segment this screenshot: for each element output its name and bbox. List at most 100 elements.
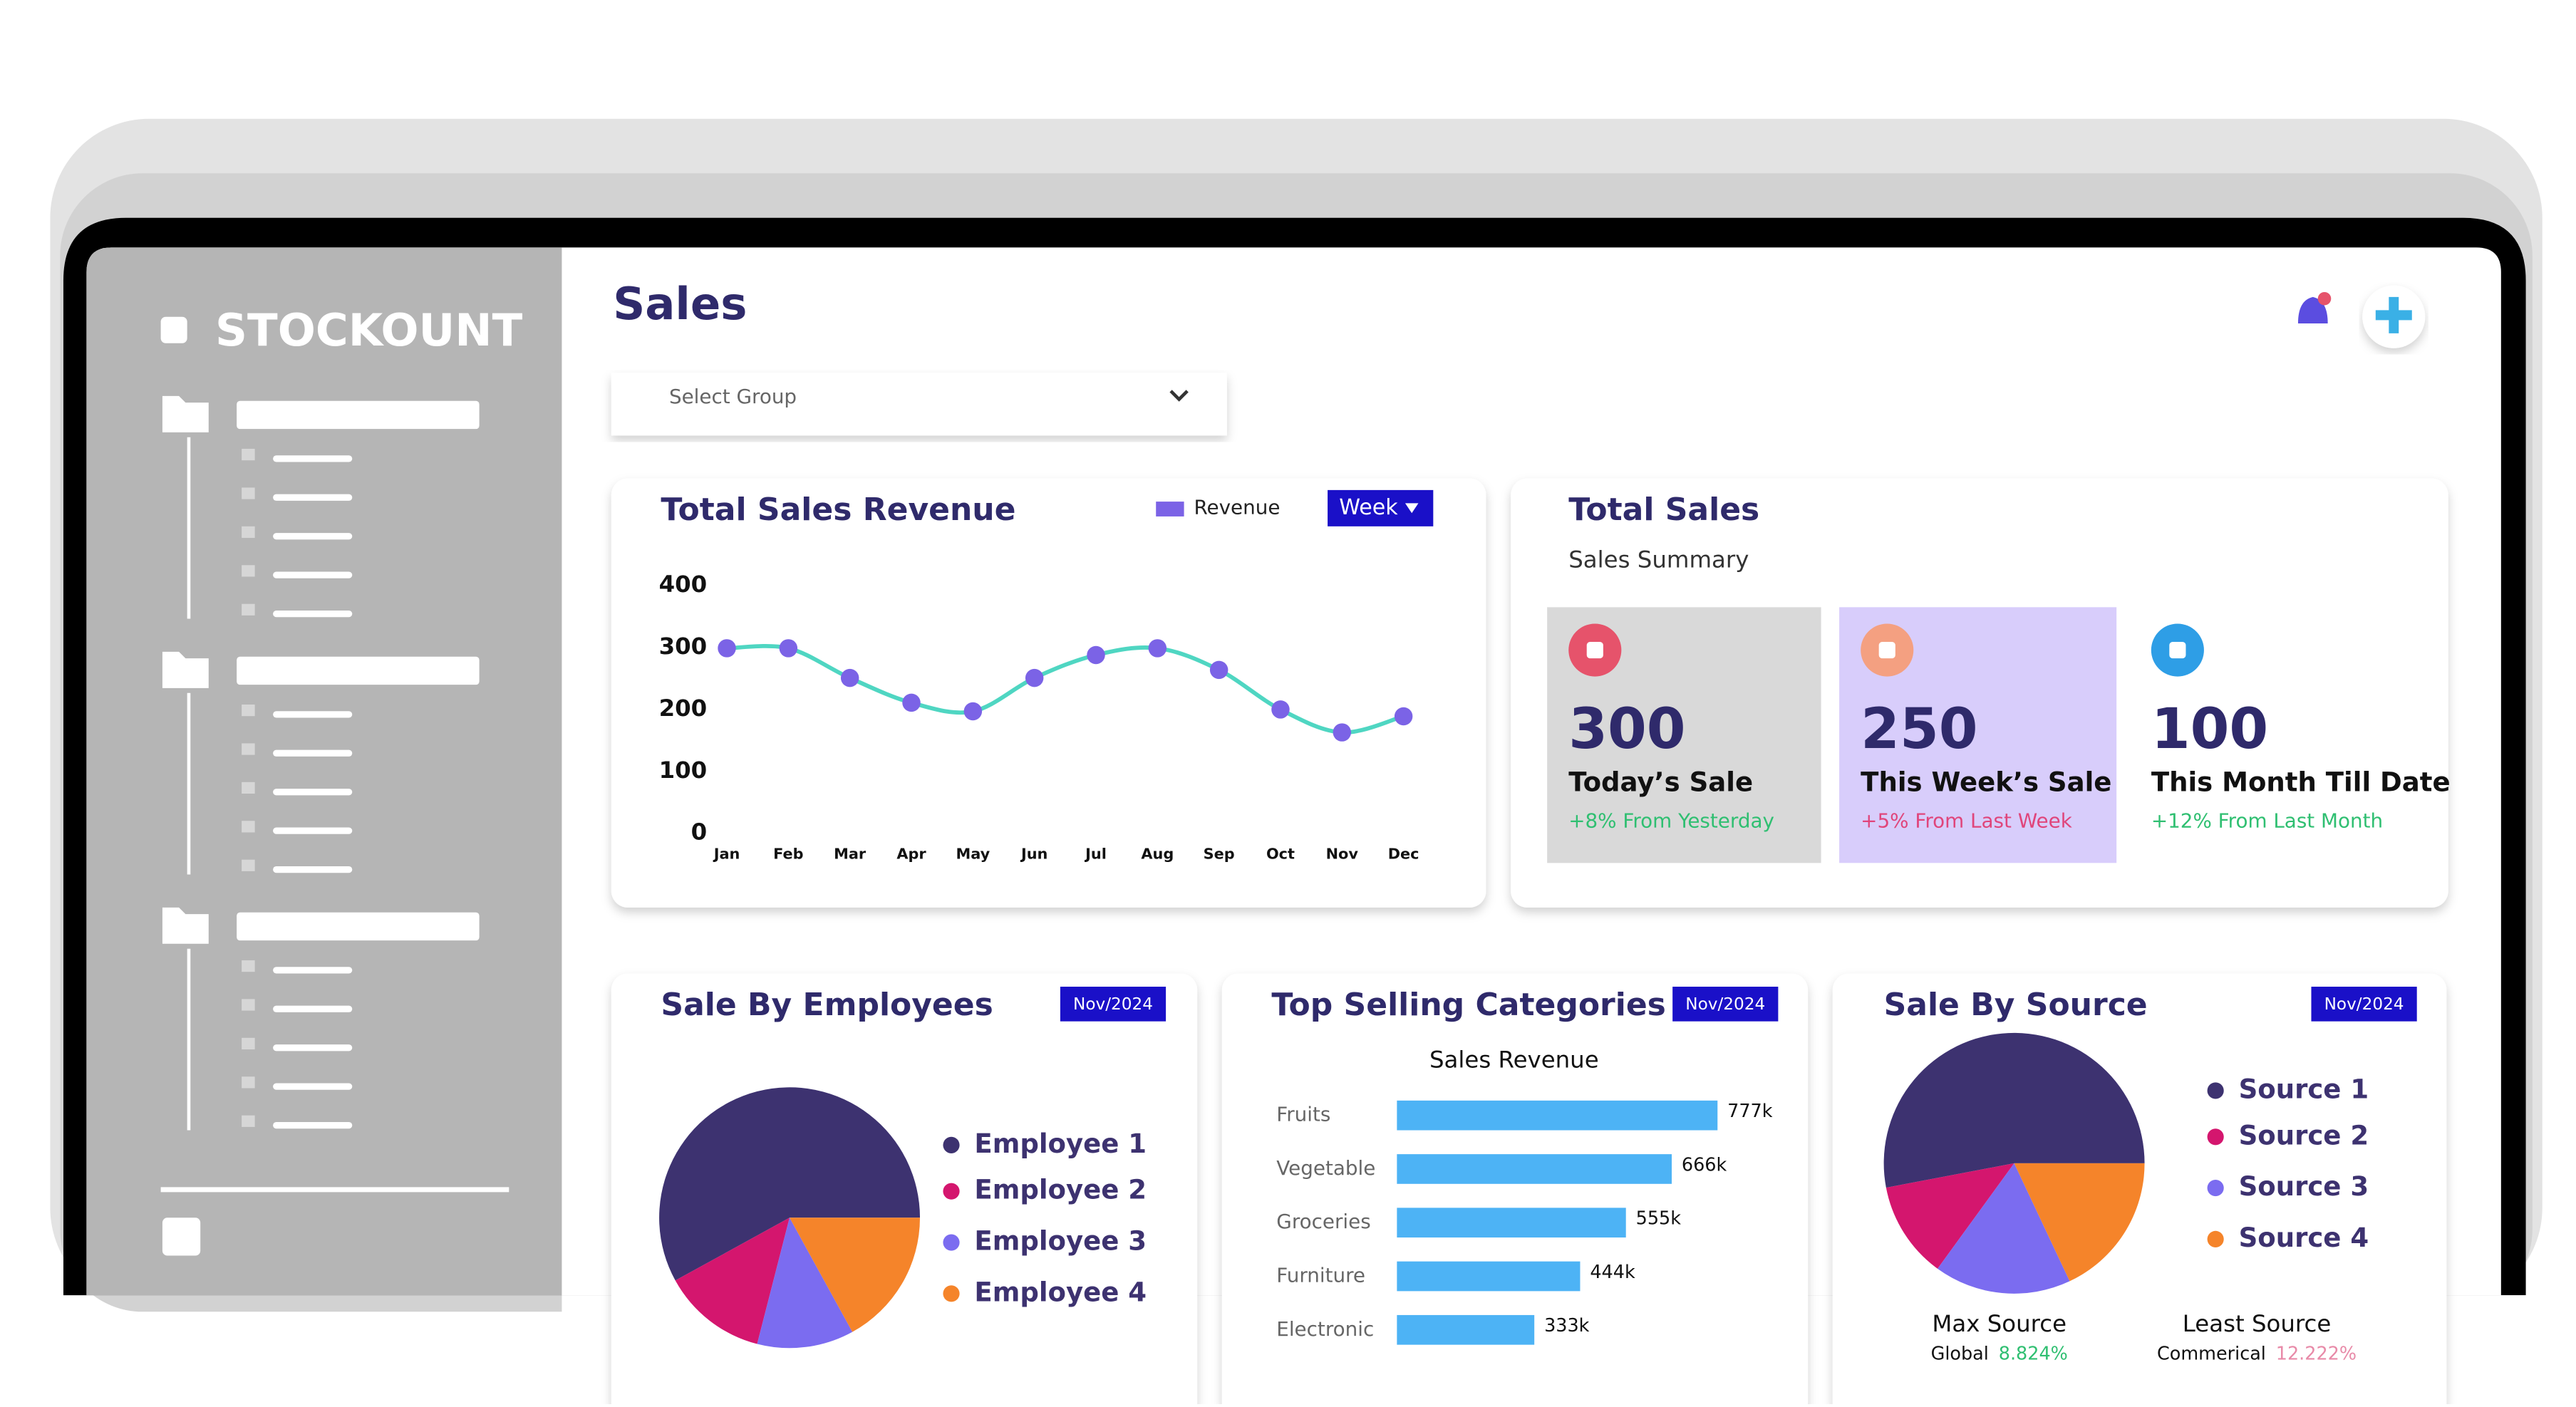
- x-tick-label: Sep: [1204, 846, 1235, 863]
- menu-item[interactable]: [237, 400, 480, 430]
- source-value: 8.824%: [1999, 1344, 2068, 1365]
- sidebar: [86, 247, 562, 1296]
- date-badge[interactable]: [1672, 987, 1779, 1022]
- stat-change: +5% From Last Week: [1861, 809, 2072, 832]
- bar-value-label: 444k: [1590, 1262, 1635, 1283]
- sub-icon: [242, 1037, 255, 1050]
- sub-item[interactable]: [273, 494, 353, 501]
- date-badge-label: Nov/2024: [1685, 995, 1765, 1014]
- sub-icon: [242, 1115, 255, 1127]
- folder-icon[interactable]: [162, 395, 209, 432]
- card: [1221, 973, 1809, 1407]
- legend-dot: [943, 1285, 960, 1302]
- sub-item[interactable]: [273, 1044, 353, 1052]
- bar: [1397, 1100, 1718, 1131]
- sub-item[interactable]: [273, 789, 353, 796]
- sub-icon: [242, 999, 255, 1011]
- revenue-point: [963, 702, 983, 721]
- settings-icon[interactable]: [162, 1218, 201, 1256]
- chevron: [1169, 390, 1189, 402]
- pie-slice: [659, 1087, 921, 1281]
- revenue-point: [1025, 668, 1044, 687]
- category-label: Fruits: [1276, 1103, 1330, 1126]
- sub-item[interactable]: [273, 711, 353, 718]
- legend-swatch: [1156, 502, 1184, 516]
- sub-icon: [242, 704, 255, 717]
- legend-label: Source 2: [2239, 1120, 2369, 1151]
- stat-label: This Week’s Sale: [1861, 767, 2111, 798]
- pie-slice: [757, 1218, 853, 1349]
- x-tick-label: Aug: [1141, 846, 1174, 863]
- menu-item[interactable]: [237, 912, 480, 941]
- stat-change: +8% From Yesterday: [1568, 809, 1774, 832]
- date-badge-label: Nov/2024: [2324, 995, 2404, 1014]
- date-badge[interactable]: [2311, 987, 2417, 1022]
- stat-value: 100: [2151, 696, 2268, 762]
- sub-item[interactable]: [273, 866, 353, 873]
- source-name: Global: [1931, 1344, 1989, 1365]
- brand-logo: [160, 316, 187, 343]
- sub-item[interactable]: [273, 571, 353, 578]
- sub-item[interactable]: [273, 967, 353, 974]
- bar-value-label: 555k: [1636, 1208, 1682, 1230]
- pie-slice: [1883, 1032, 2145, 1188]
- sub-item[interactable]: [273, 1121, 353, 1129]
- revenue-point: [779, 639, 798, 658]
- select-group[interactable]: [611, 373, 1227, 436]
- date-badge[interactable]: [1060, 987, 1167, 1022]
- category-label: Furniture: [1276, 1264, 1365, 1287]
- source-detail: Global 8.824%: [1931, 1344, 2068, 1365]
- folder-icon[interactable]: [162, 651, 209, 688]
- legend-dot: [2207, 1230, 2224, 1247]
- x-tick-label: Mar: [834, 846, 867, 863]
- sub-item[interactable]: [273, 610, 353, 618]
- stat-change: +12% From Last Month: [2151, 809, 2383, 832]
- revenue-point: [1394, 707, 1413, 726]
- x-tick-label: Jan: [713, 846, 740, 863]
- x-tick-label: Oct: [1266, 846, 1295, 863]
- bar: [1397, 1208, 1626, 1238]
- stat-label: Today’s Sale: [1568, 767, 1753, 798]
- sub-item[interactable]: [273, 827, 353, 834]
- source-detail: Commerical 12.222%: [2157, 1344, 2357, 1365]
- sub-icon: [242, 821, 255, 833]
- sub-item[interactable]: [273, 455, 353, 462]
- folder-icon[interactable]: [162, 907, 209, 944]
- y-tick-label: 200: [659, 695, 708, 722]
- week-arrow: [1405, 503, 1419, 514]
- bar-value-label: 666k: [1682, 1154, 1727, 1175]
- sub-icon: [242, 1076, 255, 1089]
- sub-item[interactable]: [273, 533, 353, 540]
- x-tick-label: Jun: [1020, 846, 1048, 863]
- x-tick-label: Jul: [1084, 846, 1107, 863]
- legend-label: Source 4: [2239, 1222, 2369, 1253]
- bar: [1397, 1261, 1581, 1292]
- revenue-point: [840, 668, 859, 687]
- bar: [1397, 1314, 1535, 1345]
- week-button[interactable]: [1328, 489, 1434, 526]
- sub-item[interactable]: [273, 1005, 353, 1012]
- stat-icon-glyph: [2169, 641, 2186, 659]
- revenue-point: [1148, 639, 1167, 658]
- card: [611, 478, 1486, 908]
- sub-icon: [242, 960, 255, 972]
- card-title: Total Sales: [1568, 492, 1759, 528]
- chart-title: Sale By Source: [1884, 987, 2148, 1023]
- y-tick-label: 100: [659, 757, 708, 784]
- x-tick-label: Feb: [773, 846, 803, 863]
- sub-item[interactable]: [273, 1083, 353, 1090]
- pie-slice: [675, 1218, 790, 1344]
- legend-dot: [943, 1234, 960, 1251]
- menu-item[interactable]: [237, 656, 480, 685]
- sub-icon: [242, 782, 255, 794]
- revenue-point: [902, 693, 921, 712]
- avatar-icon: [2375, 296, 2412, 333]
- pie-slice: [790, 1218, 921, 1332]
- legend-label: Employee 1: [974, 1128, 1147, 1159]
- sub-item[interactable]: [273, 749, 353, 757]
- revenue-point: [1087, 645, 1105, 665]
- sub-icon: [242, 526, 255, 539]
- legend-label: Employee 3: [974, 1226, 1147, 1257]
